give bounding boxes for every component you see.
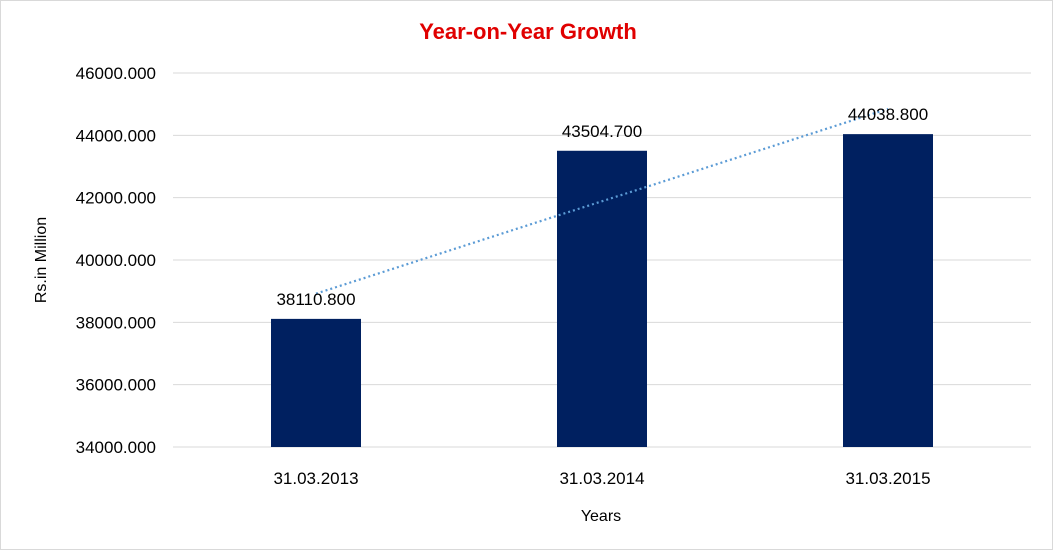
- y-axis-label: Rs.in Million: [33, 217, 50, 303]
- x-tick-label: 31.03.2013: [273, 469, 358, 488]
- data-labels: 38110.800 43504.700 44038.800: [276, 105, 928, 309]
- chart-title: Year-on-Year Growth: [419, 19, 637, 44]
- data-label: 43504.700: [562, 122, 642, 141]
- y-tick-label: 42000.000: [76, 189, 156, 208]
- y-tick-label: 38000.000: [76, 313, 156, 332]
- data-label: 38110.800: [276, 290, 355, 309]
- bar: [557, 150, 647, 447]
- y-tick-label: 36000.000: [76, 376, 156, 395]
- x-axis-ticks: 31.03.2013 31.03.2014 31.03.2015: [273, 469, 930, 488]
- x-tick-label: 31.03.2015: [845, 469, 930, 488]
- trendline: [315, 107, 889, 295]
- bars: [271, 134, 933, 447]
- y-tick-label: 40000.000: [76, 251, 156, 270]
- x-axis-label: Years: [581, 508, 621, 525]
- x-tick-label: 31.03.2014: [559, 469, 644, 488]
- y-tick-label: 44000.000: [76, 126, 156, 145]
- data-label: 44038.800: [848, 105, 928, 124]
- bar: [843, 134, 933, 447]
- y-tick-label: 46000.000: [76, 64, 156, 83]
- y-tick-label: 34000.000: [76, 438, 156, 457]
- trendline-path: [315, 107, 889, 295]
- bar: [271, 318, 361, 447]
- y-axis-ticks: 34000.000 36000.000 38000.000 40000.000 4200…: [76, 64, 156, 457]
